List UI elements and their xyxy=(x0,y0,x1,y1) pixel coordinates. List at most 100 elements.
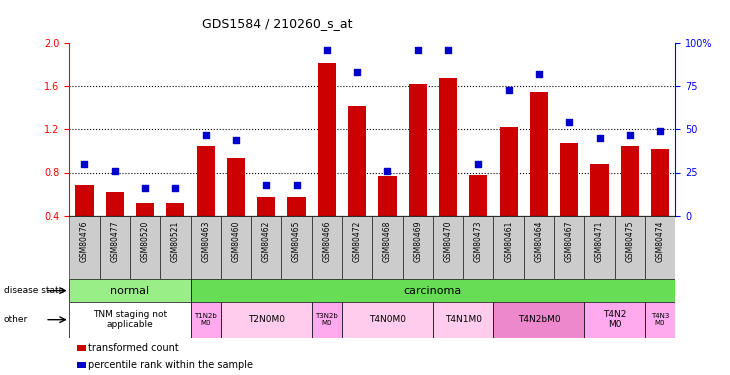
Text: disease state: disease state xyxy=(4,286,64,295)
Point xyxy=(472,161,484,167)
Bar xyxy=(312,216,342,279)
Text: GSM80520: GSM80520 xyxy=(141,221,150,262)
Bar xyxy=(409,84,427,216)
Text: GSM80477: GSM80477 xyxy=(110,221,119,262)
Bar xyxy=(191,279,675,302)
Text: T4N2bM0: T4N2bM0 xyxy=(518,315,560,324)
Bar xyxy=(221,302,312,338)
Text: GSM80470: GSM80470 xyxy=(444,221,453,262)
Point xyxy=(230,137,242,143)
Text: TNM staging not
applicable: TNM staging not applicable xyxy=(93,310,167,329)
Text: GSM80462: GSM80462 xyxy=(262,221,271,262)
Text: GSM80475: GSM80475 xyxy=(626,221,634,262)
Text: T4N2
M0: T4N2 M0 xyxy=(603,310,626,329)
Bar xyxy=(69,216,99,279)
Text: T4N3
M0: T4N3 M0 xyxy=(651,313,669,326)
Bar xyxy=(584,302,645,338)
Text: GSM80466: GSM80466 xyxy=(323,221,331,262)
Point xyxy=(442,47,454,53)
Text: GSM80467: GSM80467 xyxy=(565,221,574,262)
Bar xyxy=(554,216,584,279)
Bar xyxy=(499,127,518,216)
Text: T4N0M0: T4N0M0 xyxy=(369,315,406,324)
Point xyxy=(593,135,605,141)
Text: T2N0M0: T2N0M0 xyxy=(247,315,285,324)
Text: GSM80463: GSM80463 xyxy=(201,221,210,262)
Bar xyxy=(99,216,130,279)
Text: GSM80473: GSM80473 xyxy=(474,221,483,262)
Point xyxy=(169,185,181,191)
Bar xyxy=(130,216,161,279)
Point xyxy=(503,87,515,93)
Bar xyxy=(372,216,403,279)
Bar xyxy=(524,216,554,279)
Bar xyxy=(166,202,185,216)
Text: GSM80521: GSM80521 xyxy=(171,221,180,262)
Text: GSM80460: GSM80460 xyxy=(231,221,240,262)
Point xyxy=(533,71,545,77)
Bar xyxy=(288,197,306,216)
Bar xyxy=(227,159,245,216)
Bar xyxy=(69,279,191,302)
Bar xyxy=(645,302,675,338)
Point xyxy=(382,168,393,174)
Text: GDS1584 / 210260_s_at: GDS1584 / 210260_s_at xyxy=(202,17,353,30)
Bar xyxy=(493,302,584,338)
Bar xyxy=(342,302,433,338)
Text: other: other xyxy=(4,315,28,324)
Text: GSM80472: GSM80472 xyxy=(353,221,361,262)
Bar xyxy=(196,146,215,216)
Bar xyxy=(651,149,669,216)
Text: GSM80469: GSM80469 xyxy=(413,221,422,262)
Bar xyxy=(645,216,675,279)
Text: GSM80465: GSM80465 xyxy=(292,221,301,262)
Text: GSM80471: GSM80471 xyxy=(595,221,604,262)
Text: GSM80474: GSM80474 xyxy=(656,221,664,262)
Text: T4N1M0: T4N1M0 xyxy=(445,315,482,324)
Bar xyxy=(282,216,312,279)
Bar xyxy=(106,192,124,216)
Point xyxy=(351,69,363,75)
Bar xyxy=(615,216,645,279)
Bar xyxy=(433,216,464,279)
Point xyxy=(321,47,333,53)
Bar xyxy=(318,63,336,216)
Bar xyxy=(191,302,220,338)
Text: GSM80461: GSM80461 xyxy=(504,221,513,262)
Bar xyxy=(584,216,615,279)
Point xyxy=(291,182,302,188)
Text: transformed count: transformed count xyxy=(88,343,179,353)
Bar xyxy=(348,106,366,216)
Point xyxy=(624,132,636,138)
Bar xyxy=(257,197,275,216)
Bar xyxy=(75,186,93,216)
Bar xyxy=(433,302,493,338)
Bar xyxy=(312,302,342,338)
Bar xyxy=(342,216,372,279)
Point xyxy=(564,120,575,126)
Bar xyxy=(378,176,396,216)
Bar xyxy=(530,92,548,216)
Text: T1N2b
M0: T1N2b M0 xyxy=(194,313,217,326)
Text: GSM80464: GSM80464 xyxy=(534,221,543,262)
Bar xyxy=(69,302,191,338)
Text: GSM80476: GSM80476 xyxy=(80,221,89,262)
Point xyxy=(79,161,91,167)
Bar xyxy=(591,164,609,216)
Bar xyxy=(620,146,639,216)
Bar xyxy=(493,216,524,279)
Bar xyxy=(136,202,154,216)
Text: GSM80468: GSM80468 xyxy=(383,221,392,262)
Text: carcinoma: carcinoma xyxy=(404,286,462,296)
Point xyxy=(200,132,212,138)
Bar xyxy=(463,216,493,279)
Bar xyxy=(403,216,433,279)
Point xyxy=(261,182,272,188)
Point xyxy=(412,47,423,53)
Point xyxy=(139,185,151,191)
Bar xyxy=(560,143,578,216)
Bar xyxy=(469,175,488,216)
Bar xyxy=(161,216,191,279)
Bar xyxy=(251,216,282,279)
Text: normal: normal xyxy=(110,286,150,296)
